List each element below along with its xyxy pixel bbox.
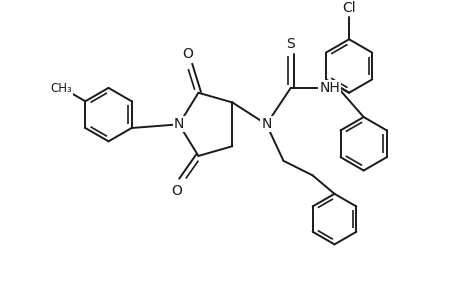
Text: O: O xyxy=(171,184,182,198)
Text: O: O xyxy=(181,47,192,61)
Text: N: N xyxy=(261,117,271,131)
Text: S: S xyxy=(286,37,295,51)
Text: NH: NH xyxy=(319,81,339,95)
Text: CH₃: CH₃ xyxy=(50,82,72,95)
Text: N: N xyxy=(174,117,184,131)
Text: Cl: Cl xyxy=(341,1,355,15)
